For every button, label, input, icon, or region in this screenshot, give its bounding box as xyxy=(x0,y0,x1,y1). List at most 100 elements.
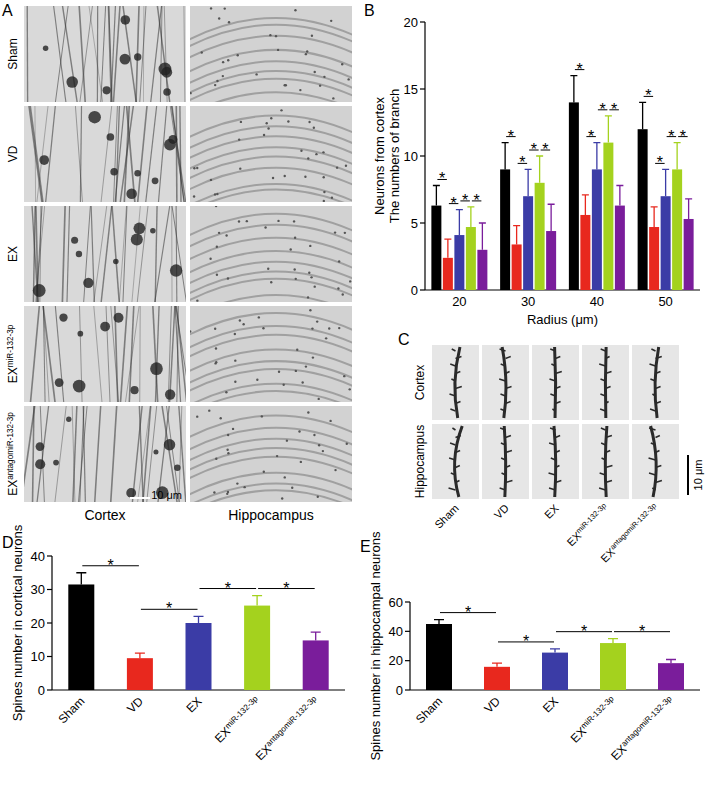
speck xyxy=(305,53,307,55)
spine xyxy=(606,402,609,404)
row-label: Cortex xyxy=(413,365,427,400)
spine xyxy=(606,466,613,468)
error-bar xyxy=(651,207,658,227)
spine xyxy=(556,357,561,359)
spine xyxy=(506,466,511,468)
soma xyxy=(152,177,159,184)
significance-label: * xyxy=(542,141,548,158)
label-superscript: antagomiR-132-3p xyxy=(608,501,658,551)
speck xyxy=(338,327,340,329)
fiber xyxy=(153,306,158,402)
bar xyxy=(569,102,579,290)
spine xyxy=(606,387,611,389)
fiber xyxy=(137,206,148,302)
significance-label: * xyxy=(465,604,471,621)
y-axis-label: Spines number in hippocampal neurons xyxy=(368,531,383,761)
fiber xyxy=(179,406,186,502)
fiber xyxy=(115,106,124,202)
layer xyxy=(190,18,352,42)
fiber xyxy=(37,406,49,502)
soma xyxy=(131,233,143,245)
spine xyxy=(450,364,455,366)
speck xyxy=(214,193,216,195)
fiber xyxy=(94,206,107,302)
micrograph-texture xyxy=(190,409,352,502)
fiber xyxy=(125,306,139,402)
spine xyxy=(656,481,662,483)
spine xyxy=(600,394,605,396)
fiber xyxy=(55,6,68,102)
y-axis-label: Spines number in cortical neurons xyxy=(10,524,25,721)
micrograph-texture xyxy=(190,309,352,402)
y-tick xyxy=(420,88,425,89)
spine xyxy=(652,488,655,490)
speck xyxy=(270,117,272,119)
y-tick-label: 60 xyxy=(389,595,403,610)
micrograph xyxy=(532,424,579,499)
speck xyxy=(293,268,295,270)
soma xyxy=(100,322,110,332)
fiber xyxy=(95,406,101,502)
fiber xyxy=(168,306,171,402)
spine xyxy=(506,402,511,404)
bar xyxy=(244,606,270,690)
label-superscript: miR-132-3p xyxy=(223,694,260,731)
spine xyxy=(556,402,561,404)
spine xyxy=(549,443,555,445)
speck xyxy=(216,274,218,276)
micrograph xyxy=(432,424,479,499)
y-tick xyxy=(405,601,410,602)
spine xyxy=(652,394,655,396)
spine xyxy=(456,436,461,438)
significance-label: * xyxy=(588,128,594,145)
speck xyxy=(337,287,339,289)
layer xyxy=(190,168,352,192)
fiber xyxy=(139,306,140,402)
spine xyxy=(500,394,505,396)
speck xyxy=(313,126,315,128)
scale-bar xyxy=(687,455,689,495)
speck xyxy=(234,381,236,383)
spine xyxy=(656,402,661,404)
fiber xyxy=(132,406,142,502)
layer xyxy=(190,190,352,202)
speck xyxy=(196,415,198,417)
speck xyxy=(255,73,257,75)
x-tick-label: VD xyxy=(124,694,146,716)
speck xyxy=(216,193,218,195)
bar xyxy=(603,143,613,290)
y-tick-label: 30 xyxy=(31,582,45,597)
x-tick-label: EX xyxy=(540,694,561,715)
row-label: EXantagomiR-132-3p xyxy=(6,412,21,496)
x-tick-label: EX xyxy=(183,694,204,715)
spine xyxy=(449,488,456,490)
speck xyxy=(328,327,330,329)
spine xyxy=(506,372,510,374)
error-bar xyxy=(548,204,555,231)
y-tick xyxy=(405,689,410,690)
speck xyxy=(281,497,283,499)
spine xyxy=(606,436,612,438)
micrograph-texture xyxy=(190,109,352,202)
y-tick-label: 10 xyxy=(31,649,45,664)
speck xyxy=(313,434,315,436)
speck xyxy=(280,109,282,111)
speck xyxy=(216,246,218,248)
fiber xyxy=(183,6,185,102)
soma xyxy=(150,228,156,234)
spine xyxy=(551,458,556,460)
speck xyxy=(341,63,343,65)
bar xyxy=(638,129,648,290)
error-bar xyxy=(434,620,444,624)
fiber xyxy=(55,406,66,502)
speck xyxy=(239,167,241,169)
fiber xyxy=(127,106,135,202)
micrograph xyxy=(582,345,629,420)
speck xyxy=(307,411,309,413)
layer xyxy=(190,391,352,402)
error-bar xyxy=(433,185,440,205)
speck xyxy=(267,268,269,270)
error-bar xyxy=(570,76,577,103)
micrograph xyxy=(24,406,186,502)
speck xyxy=(329,420,331,422)
